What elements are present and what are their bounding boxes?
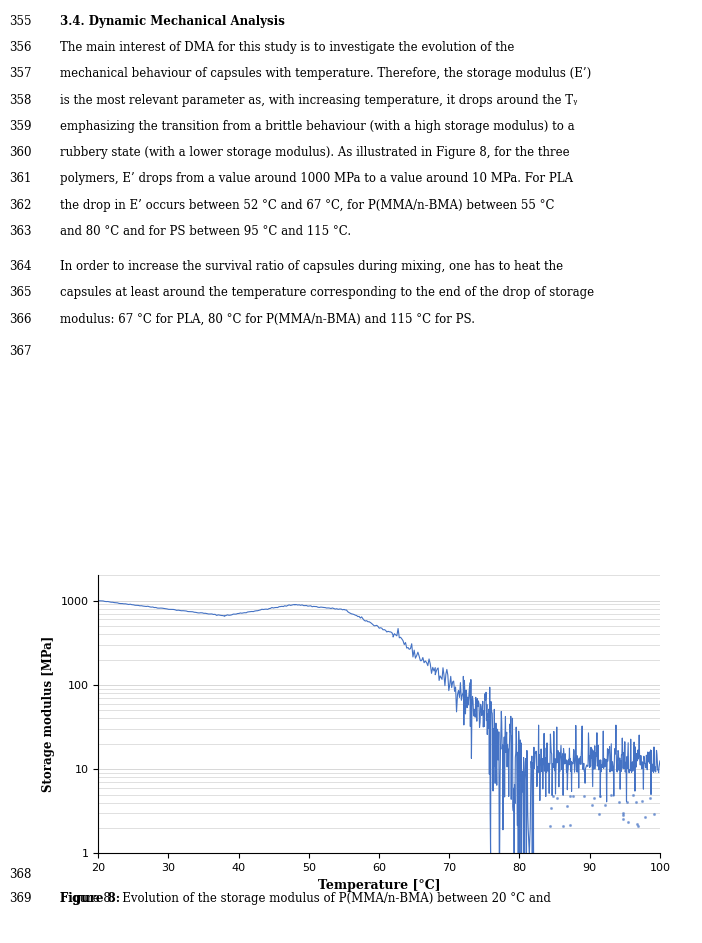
Text: emphasizing the transition from a brittle behaviour (with a high storage modulus: emphasizing the transition from a brittl… [60,120,574,133]
Point [544,819,555,834]
Point [548,788,559,803]
Text: capsules at least around the temperature corresponding to the end of the drop of: capsules at least around the temperature… [60,287,594,300]
Point [557,819,568,834]
Text: 362: 362 [9,199,32,212]
Text: 357: 357 [9,67,32,80]
Point [649,806,660,821]
Point [630,794,642,809]
Text: 361: 361 [9,173,32,186]
Text: 359: 359 [9,120,32,133]
Point [587,798,598,813]
Text: and 80 °C and for PS between 95 °C and 115 °C.: and 80 °C and for PS between 95 °C and 1… [60,225,351,238]
Text: 368: 368 [9,869,32,882]
Text: The main interest of DMA for this study is to investigate the evolution of the: The main interest of DMA for this study … [60,41,514,54]
Text: 360: 360 [9,146,32,159]
Text: 358: 358 [9,93,32,107]
Text: 364: 364 [9,260,32,273]
Point [617,812,628,827]
Text: 3.4. Dynamic Mechanical Analysis: 3.4. Dynamic Mechanical Analysis [60,14,284,27]
Text: 365: 365 [9,287,32,300]
Text: mechanical behaviour of capsules with temperature. Therefore, the storage modulu: mechanical behaviour of capsules with te… [60,67,591,80]
Point [639,810,650,825]
Point [636,794,647,809]
Point [546,801,557,816]
Point [588,791,600,806]
Point [622,794,633,809]
Y-axis label: Storage modulus [MPa]: Storage modulus [MPa] [42,637,55,792]
Text: rubbery state (with a lower storage modulus). As illustrated in Figure 8, for th: rubbery state (with a lower storage modu… [60,146,569,159]
Text: 366: 366 [9,313,32,325]
Point [551,790,562,805]
Point [562,799,573,814]
Point [633,819,644,834]
Point [567,788,578,803]
Text: 367: 367 [9,345,32,358]
Text: modulus: 67 °C for PLA, 80 °C for P(MMA/n-BMA) and 115 °C for PS.: modulus: 67 °C for PLA, 80 °C for P(MMA/… [60,313,475,325]
X-axis label: Temperature [°C]: Temperature [°C] [318,879,440,892]
Point [618,807,629,822]
Text: the drop in E’ occurs between 52 °C and 67 °C, for P(MMA/n-BMA) between 55 °C: the drop in E’ occurs between 52 °C and … [60,199,554,212]
Point [605,787,616,802]
Point [564,789,576,804]
Point [578,788,589,803]
Text: 369: 369 [9,892,32,905]
Point [564,817,576,832]
Text: Figure 8:  Evolution of the storage modulus of P(MMA/n-BMA) between 20 °C and: Figure 8: Evolution of the storage modul… [60,892,550,905]
Point [614,794,625,809]
Point [593,806,604,821]
Point [644,790,656,805]
Point [618,805,629,820]
Point [622,815,633,830]
Text: is the most relevant parameter as, with increasing temperature, it drops around : is the most relevant parameter as, with … [60,93,577,107]
Point [631,817,642,832]
Text: polymers, E’ drops from a value around 1000 MPa to a value around 10 MPa. For PL: polymers, E’ drops from a value around 1… [60,173,573,186]
Text: Figure 8:: Figure 8: [60,892,120,905]
Point [627,787,638,802]
Text: In order to increase the survival ratio of capsules during mixing, one has to he: In order to increase the survival ratio … [60,260,563,273]
Point [594,788,605,803]
Text: 363: 363 [9,225,32,238]
Text: 355: 355 [9,14,32,27]
Point [600,797,611,812]
Text: 356: 356 [9,41,32,54]
